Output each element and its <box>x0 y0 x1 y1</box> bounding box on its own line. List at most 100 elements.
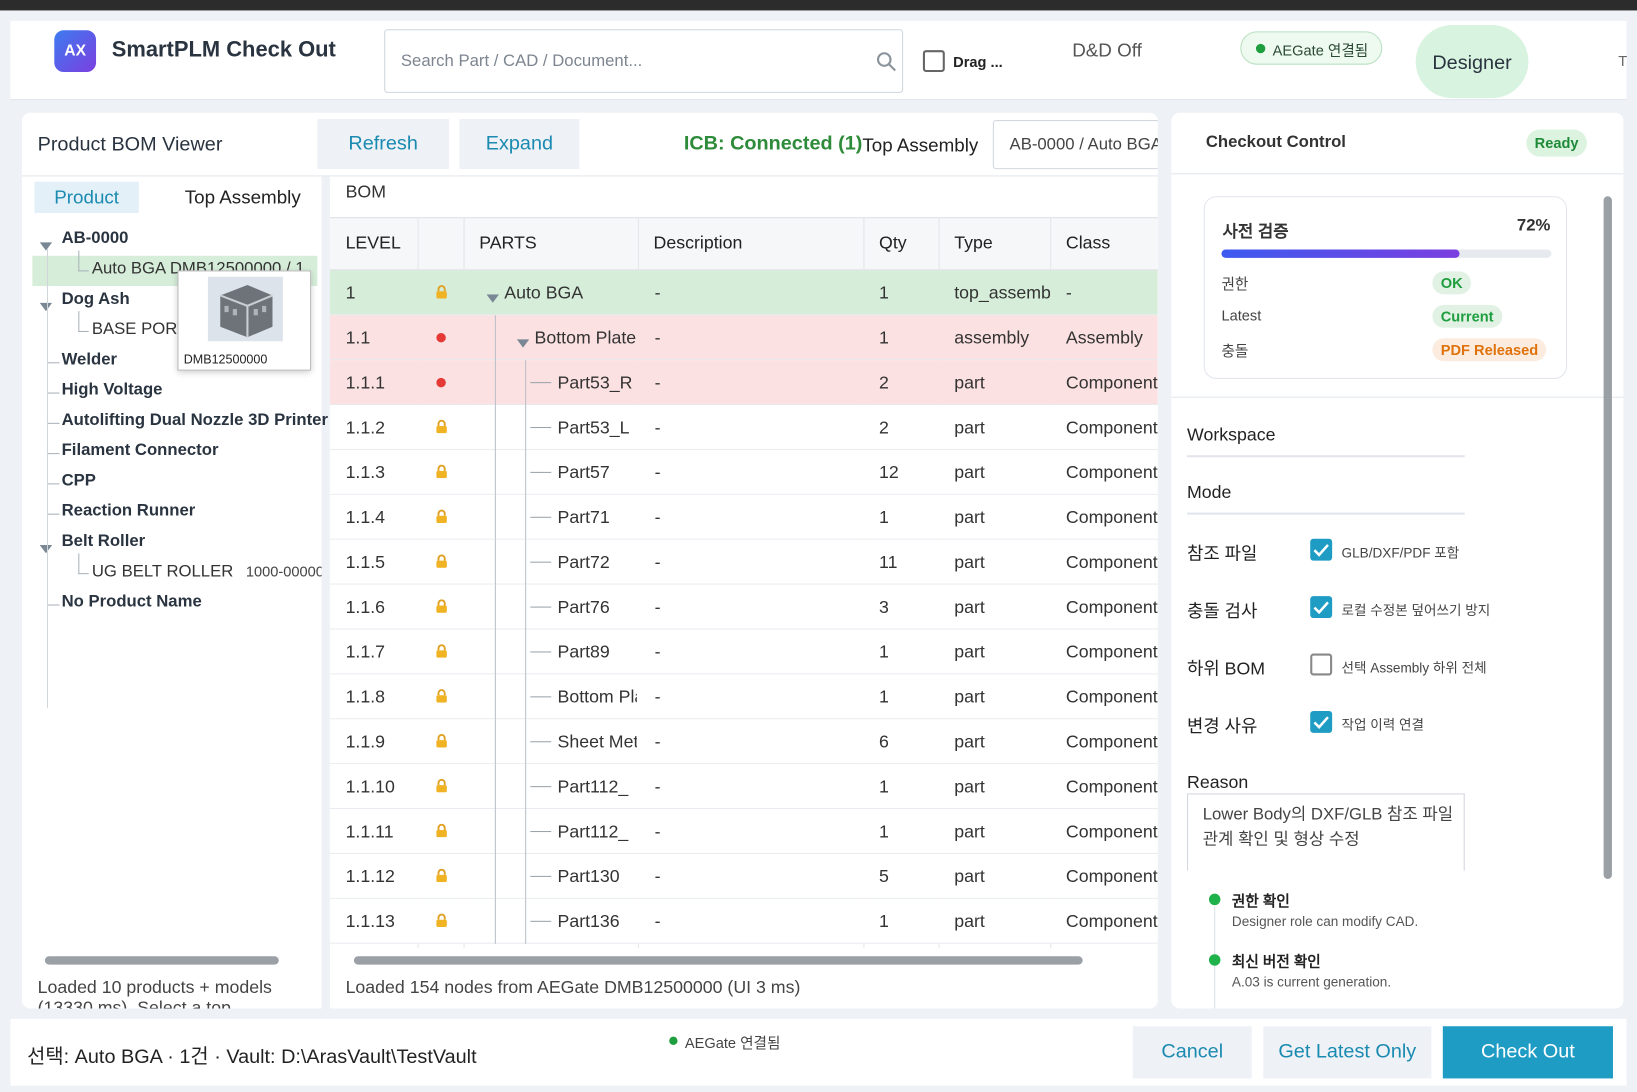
tree-toggle <box>39 540 53 559</box>
grid-row[interactable] <box>329 360 1158 406</box>
field-label[interactable]: Workspace <box>1187 424 1276 445</box>
tree-stub <box>530 516 552 518</box>
footer-button[interactable]: Get Latest Only <box>1263 1026 1432 1079</box>
field-underline <box>1187 455 1465 458</box>
tree-node[interactable]: Reaction Runner <box>61 502 196 520</box>
tree-divider <box>321 176 330 1009</box>
cell-level: 1.1.2 <box>345 417 386 438</box>
column-header: LEVEL <box>345 232 401 253</box>
grid-row[interactable] <box>329 494 1158 540</box>
grid-row[interactable] <box>329 809 1158 854</box>
cell-part: Part136 <box>557 911 620 932</box>
grid-row[interactable] <box>329 719 1158 765</box>
top-label: Top Assembly <box>862 134 979 156</box>
cell-level: 1.1.3 <box>345 462 386 483</box>
footer-button[interactable]: Check Out <box>1442 1026 1613 1079</box>
status-lock <box>435 689 448 708</box>
grid-row[interactable] <box>329 853 1158 899</box>
logo: AX <box>54 30 97 73</box>
tree-node[interactable]: Filament Connector <box>61 441 219 460</box>
cell-type: part <box>954 597 985 617</box>
reason-text: Lower Body의 DXF/GLB 참조 파일 관계 확인 및 형상 수정 <box>1202 805 1454 849</box>
grid-row[interactable] <box>329 764 1158 810</box>
column-header: Type <box>954 232 993 253</box>
grid-row[interactable] <box>329 315 1158 361</box>
cell-level: 1.1.13 <box>345 911 395 932</box>
cell-desc: - <box>654 731 661 752</box>
grid-row[interactable] <box>329 629 1158 675</box>
cell-qty: 3 <box>879 597 889 617</box>
grid-row[interactable] <box>329 270 1158 316</box>
grid-row[interactable] <box>329 449 1158 495</box>
cell-type: assembly <box>954 327 1030 348</box>
timeline-title: 권한 확인 <box>1231 892 1290 910</box>
role-button[interactable]: Designer <box>1415 25 1529 99</box>
cell-desc: - <box>654 417 661 438</box>
check-label: Latest <box>1221 306 1262 324</box>
cell-part: Part112_ <box>557 821 629 842</box>
edge-text: T <box>1618 52 1628 69</box>
grid-row[interactable] <box>329 674 1158 720</box>
cell-part: Part53_L <box>557 417 630 438</box>
grid-row[interactable] <box>329 539 1158 585</box>
search-icon <box>876 51 897 77</box>
tree-node[interactable]: Dog Ash <box>61 290 130 308</box>
option-checkbox[interactable] <box>1310 596 1333 619</box>
footer-button[interactable]: Cancel <box>1132 1026 1252 1079</box>
cell-level: 1.1.6 <box>345 597 386 617</box>
status-right: Loaded 154 nodes from AEGate DMB12500000… <box>345 977 801 998</box>
tree-guide <box>494 539 496 585</box>
footer: 선택: Auto BGA · 1건 · Vault: D:\ArasVault\… <box>10 1018 1627 1086</box>
timeline-sub: A.03 is current generation. <box>1231 974 1392 990</box>
status-lock <box>435 823 448 843</box>
panel-title: Product BOM Viewer <box>37 133 223 156</box>
tree-tab[interactable]: Top Assembly <box>184 186 301 208</box>
check-result: Current <box>1432 304 1502 328</box>
dnd-label[interactable]: D&D Off <box>1072 39 1142 61</box>
toolbar-button[interactable]: Expand <box>459 119 580 170</box>
tree-toggle <box>39 237 53 256</box>
tree-guide <box>494 764 496 810</box>
option-checkbox[interactable] <box>1310 653 1333 676</box>
tree-node[interactable]: AB-0000 <box>61 229 129 248</box>
drag-checkbox[interactable] <box>922 50 945 73</box>
tree-stub <box>530 426 552 429</box>
tree-node[interactable]: Belt Roller <box>61 532 146 551</box>
search-box[interactable]: Search Part / CAD / Document... <box>384 29 904 93</box>
field-label[interactable]: Mode <box>1187 482 1232 503</box>
option-text: 작업 이력 연결 <box>1341 717 1424 733</box>
reason-input[interactable]: Lower Body의 DXF/GLB 참조 파일 관계 확인 및 형상 수정 <box>1187 793 1465 871</box>
toolbar-button[interactable]: Refresh <box>317 119 449 170</box>
status-lock <box>435 778 448 798</box>
tree-line <box>78 250 89 272</box>
status-lock <box>435 868 448 888</box>
cell-part: Part53_R <box>557 372 633 393</box>
column-header: Description <box>653 232 743 253</box>
tree-guide <box>494 853 496 899</box>
cell-class: Component <box>1065 776 1158 797</box>
top-input[interactable]: AB-0000 / Auto BGA <box>992 120 1158 170</box>
thumbnail <box>207 276 283 347</box>
tree-node[interactable]: CPP <box>61 471 96 490</box>
status-lock <box>435 644 448 663</box>
tree-line <box>46 392 60 394</box>
grid-row[interactable] <box>329 584 1158 630</box>
tree-node[interactable]: UG BELT ROLLER 1000-00000 <box>92 563 322 582</box>
tree-node[interactable]: No Product Name <box>61 592 202 611</box>
cell-class: Component <box>1065 597 1158 617</box>
grid-row[interactable] <box>329 898 1158 944</box>
cell-type: part <box>954 686 985 707</box>
cell-type: part <box>954 911 985 932</box>
cell-qty: 2 <box>879 372 889 393</box>
tree-tab[interactable]: Product <box>34 181 139 213</box>
tree-node[interactable]: BASE PORT <box>91 320 188 339</box>
tree-node[interactable]: High Voltage <box>61 381 163 399</box>
tree-node[interactable]: Welder <box>61 350 117 369</box>
tree-node[interactable]: Autolifting Dual Nozzle 3D Printer <box>61 411 328 430</box>
grid-row[interactable] <box>329 405 1158 450</box>
status-left: Loaded 10 products + models (13330 ms). … <box>37 977 272 1009</box>
option-checkbox[interactable] <box>1310 710 1333 733</box>
cell-type: part <box>954 866 985 887</box>
option-checkbox[interactable] <box>1310 538 1333 561</box>
cell-part: Part71 <box>557 507 610 528</box>
